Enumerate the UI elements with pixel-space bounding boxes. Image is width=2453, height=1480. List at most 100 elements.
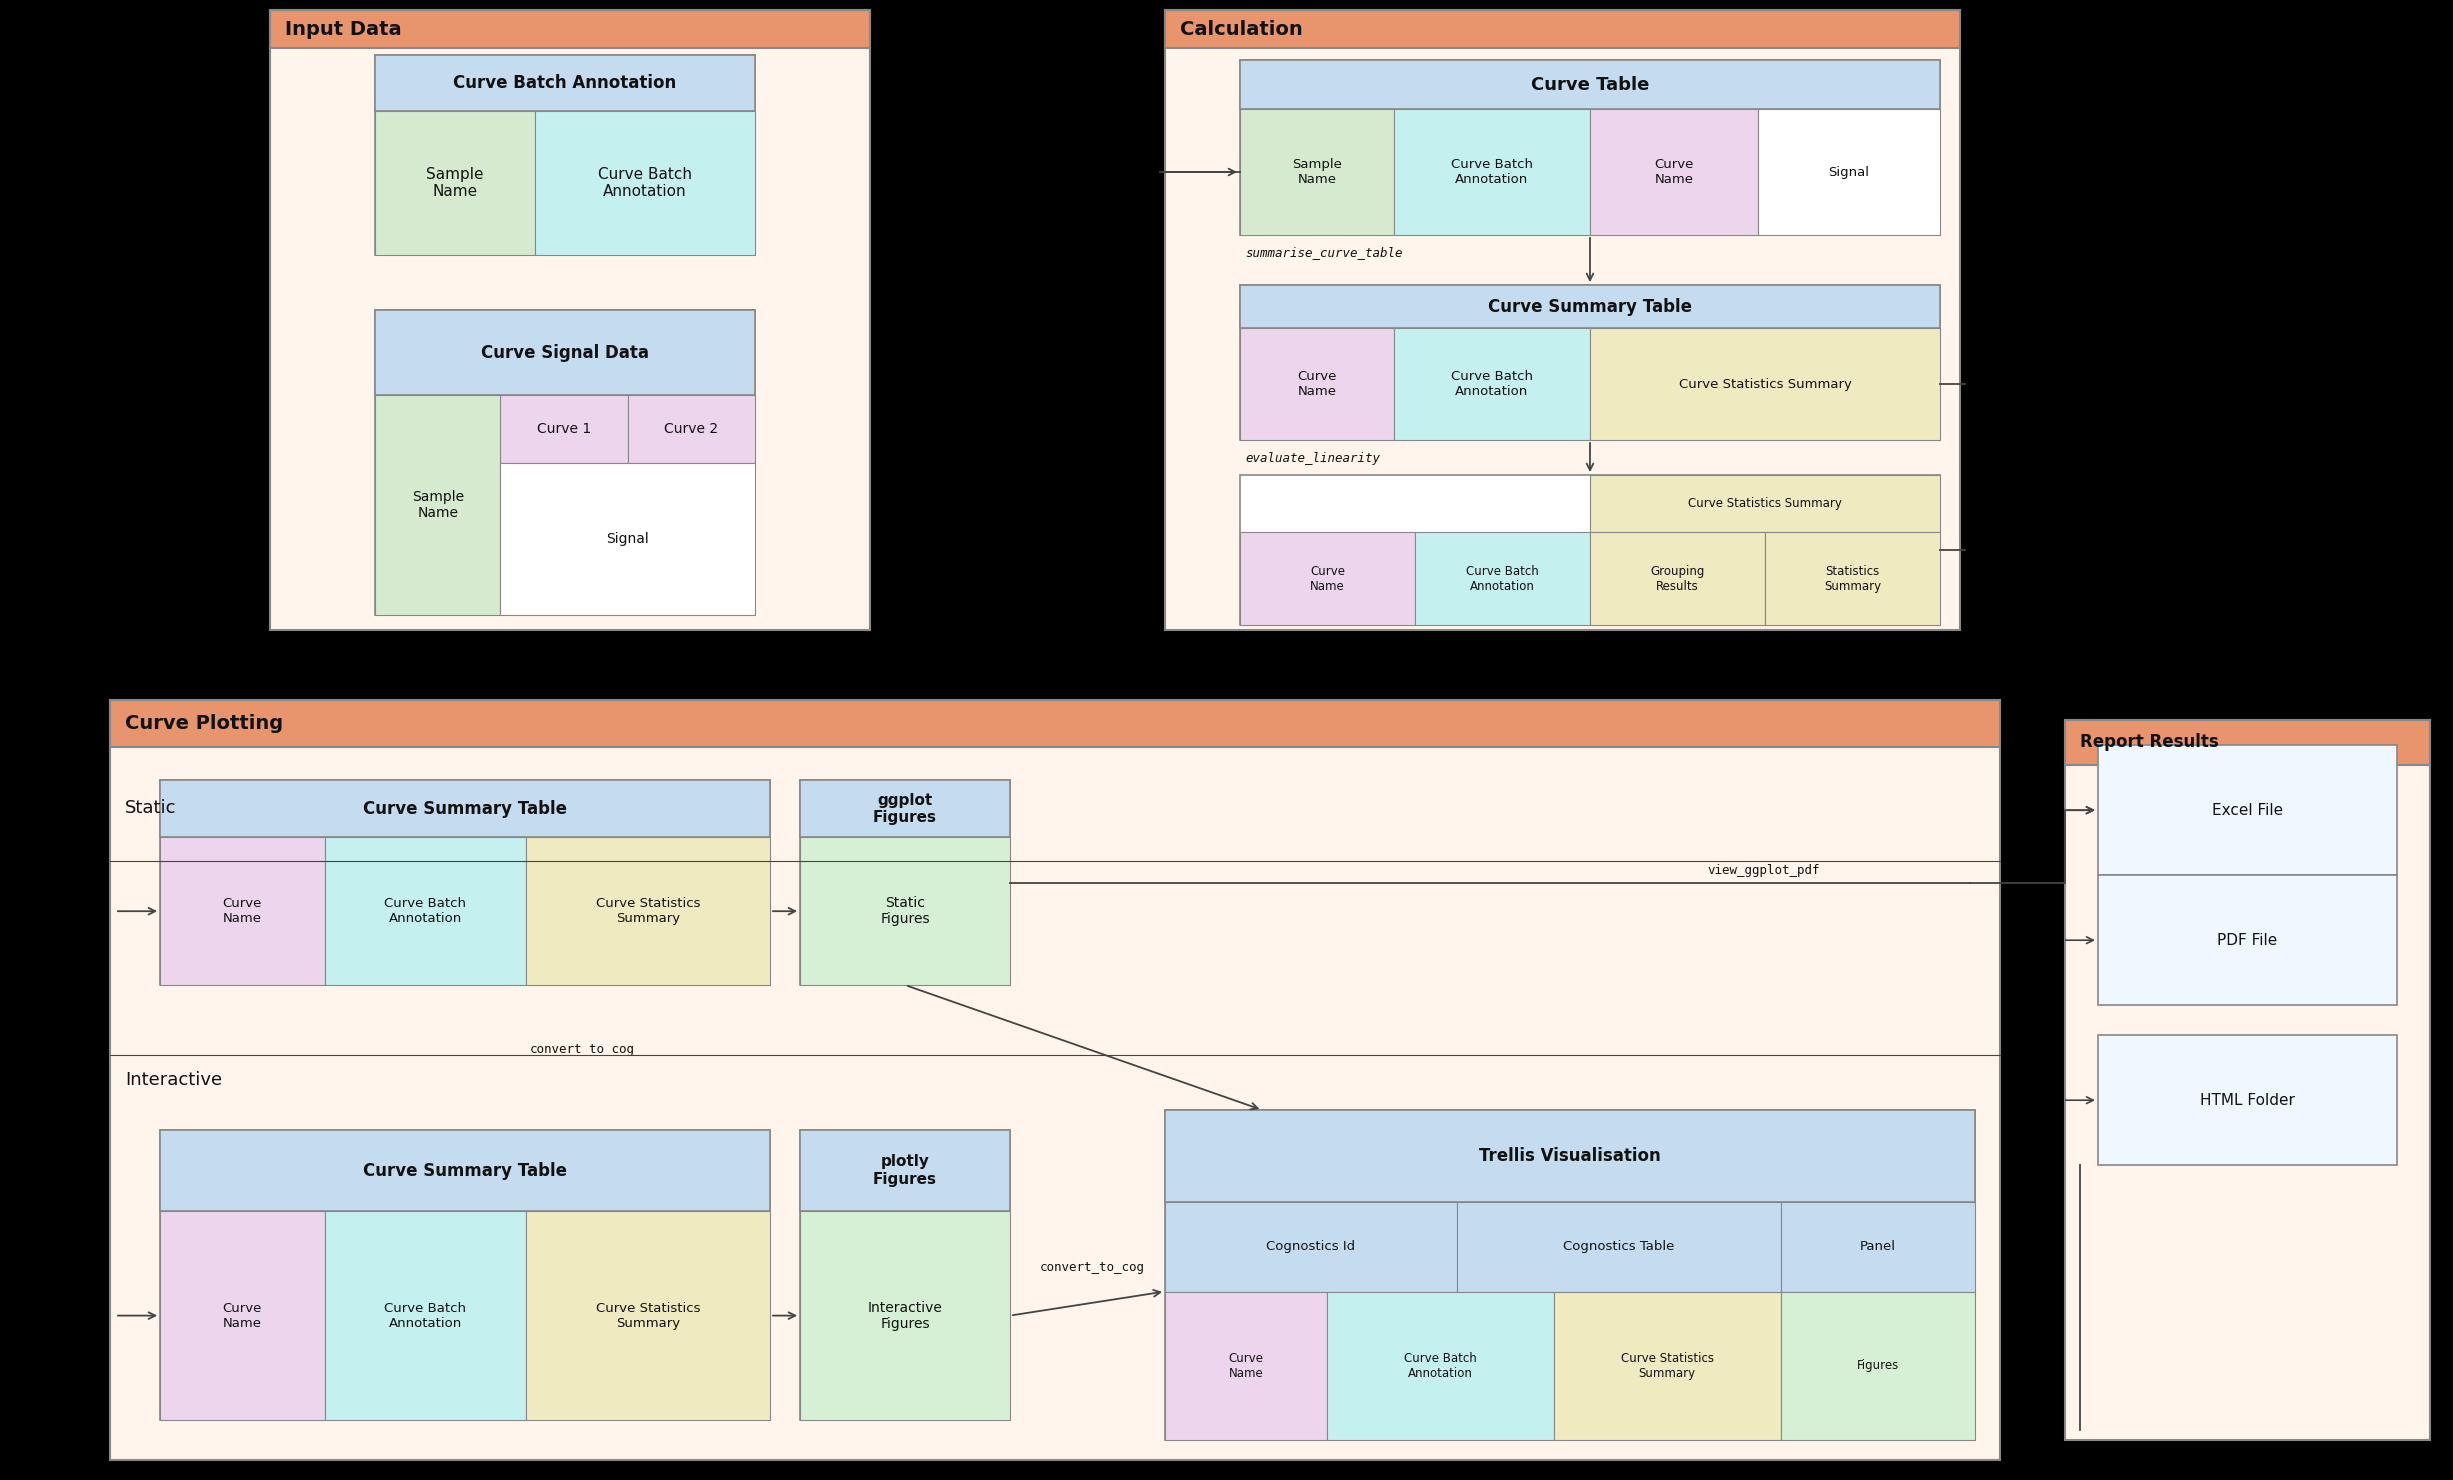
FancyBboxPatch shape xyxy=(1241,286,1940,440)
Text: Calculation: Calculation xyxy=(1180,19,1303,38)
FancyBboxPatch shape xyxy=(375,55,756,255)
Text: ggplot
Figures: ggplot Figures xyxy=(873,792,937,824)
Text: Curve
Name: Curve Name xyxy=(223,897,262,925)
Text: Curve Batch
Annotation: Curve Batch Annotation xyxy=(1403,1351,1477,1379)
Text: Curve Table: Curve Table xyxy=(1531,75,1648,93)
FancyBboxPatch shape xyxy=(1393,329,1590,440)
FancyBboxPatch shape xyxy=(2097,1036,2397,1165)
FancyBboxPatch shape xyxy=(1553,1292,1781,1440)
Text: Curve Statistics Summary: Curve Statistics Summary xyxy=(1688,497,1842,511)
FancyBboxPatch shape xyxy=(1165,1202,1457,1292)
FancyBboxPatch shape xyxy=(110,700,1999,747)
FancyBboxPatch shape xyxy=(1781,1202,1975,1292)
FancyBboxPatch shape xyxy=(375,55,756,111)
Text: Curve
Name: Curve Name xyxy=(1298,370,1337,398)
FancyBboxPatch shape xyxy=(1241,531,1415,625)
FancyBboxPatch shape xyxy=(2065,719,2431,1440)
Text: Curve Statistics
Summary: Curve Statistics Summary xyxy=(596,897,699,925)
FancyBboxPatch shape xyxy=(159,780,770,838)
Text: Trellis Visualisation: Trellis Visualisation xyxy=(1479,1147,1661,1165)
FancyBboxPatch shape xyxy=(500,463,756,616)
FancyBboxPatch shape xyxy=(1241,110,1393,235)
FancyBboxPatch shape xyxy=(1241,475,1940,625)
FancyBboxPatch shape xyxy=(159,1211,324,1419)
Text: Report Results: Report Results xyxy=(2080,733,2220,752)
FancyBboxPatch shape xyxy=(1457,1202,1781,1292)
Text: Cognostics Table: Cognostics Table xyxy=(1563,1240,1675,1254)
Text: Panel: Panel xyxy=(1859,1240,1896,1254)
Text: Curve
Name: Curve Name xyxy=(1229,1351,1263,1379)
Text: Curve Batch
Annotation: Curve Batch Annotation xyxy=(1452,370,1533,398)
FancyBboxPatch shape xyxy=(2097,746,2397,875)
Text: Curve Batch Annotation: Curve Batch Annotation xyxy=(454,74,677,92)
FancyBboxPatch shape xyxy=(1165,10,1960,49)
Text: Curve
Name: Curve Name xyxy=(1310,564,1344,592)
FancyBboxPatch shape xyxy=(800,780,1011,838)
Text: Curve Summary Table: Curve Summary Table xyxy=(363,799,567,818)
Text: Curve Statistics Summary: Curve Statistics Summary xyxy=(1678,377,1852,391)
FancyBboxPatch shape xyxy=(525,838,770,986)
Text: Static: Static xyxy=(125,799,177,817)
Text: Signal: Signal xyxy=(606,531,650,546)
Text: Curve Batch
Annotation: Curve Batch Annotation xyxy=(385,897,466,925)
FancyBboxPatch shape xyxy=(800,1131,1011,1419)
FancyBboxPatch shape xyxy=(159,1131,770,1211)
FancyBboxPatch shape xyxy=(375,309,756,616)
Text: Sample
Name: Sample Name xyxy=(412,490,464,521)
FancyBboxPatch shape xyxy=(800,1211,1011,1419)
FancyBboxPatch shape xyxy=(1165,10,1960,630)
Text: Cognostics Id: Cognostics Id xyxy=(1266,1240,1357,1254)
Text: Curve 1: Curve 1 xyxy=(537,422,591,437)
Text: convert_to_cog: convert_to_cog xyxy=(1040,1261,1146,1273)
FancyBboxPatch shape xyxy=(1781,1292,1975,1440)
FancyBboxPatch shape xyxy=(159,1131,770,1419)
Text: plotly
Figures: plotly Figures xyxy=(873,1154,937,1187)
Text: Curve Statistics
Summary: Curve Statistics Summary xyxy=(1621,1351,1715,1379)
Text: Sample
Name: Sample Name xyxy=(427,167,483,200)
FancyBboxPatch shape xyxy=(800,838,1011,986)
Text: Curve Signal Data: Curve Signal Data xyxy=(481,343,650,361)
Text: Curve Batch
Annotation: Curve Batch Annotation xyxy=(385,1301,466,1329)
FancyBboxPatch shape xyxy=(1415,531,1590,625)
Text: evaluate_linearity: evaluate_linearity xyxy=(1246,451,1381,465)
FancyBboxPatch shape xyxy=(1590,110,1759,235)
FancyBboxPatch shape xyxy=(375,309,756,395)
Text: Interactive
Figures: Interactive Figures xyxy=(868,1301,942,1331)
Text: Input Data: Input Data xyxy=(285,19,402,38)
FancyBboxPatch shape xyxy=(1165,1292,1327,1440)
Text: HTML Folder: HTML Folder xyxy=(2200,1092,2296,1107)
Text: Curve 2: Curve 2 xyxy=(665,422,719,437)
FancyBboxPatch shape xyxy=(1241,61,1940,110)
FancyBboxPatch shape xyxy=(1241,286,1940,329)
Text: Curve Summary Table: Curve Summary Table xyxy=(363,1162,567,1180)
FancyBboxPatch shape xyxy=(159,780,770,986)
FancyBboxPatch shape xyxy=(1241,329,1393,440)
Text: Sample
Name: Sample Name xyxy=(1293,158,1342,186)
Text: PDF File: PDF File xyxy=(2218,932,2279,947)
Text: Grouping
Results: Grouping Results xyxy=(1651,564,1705,592)
FancyBboxPatch shape xyxy=(110,700,1999,1459)
FancyBboxPatch shape xyxy=(2097,875,2397,1005)
Text: Figures: Figures xyxy=(1857,1359,1899,1372)
FancyBboxPatch shape xyxy=(1241,61,1940,235)
Text: view_ggplot_pdf: view_ggplot_pdf xyxy=(1707,864,1820,878)
FancyBboxPatch shape xyxy=(1590,531,1766,625)
FancyBboxPatch shape xyxy=(2065,719,2431,765)
Text: Curve Summary Table: Curve Summary Table xyxy=(1489,297,1693,315)
FancyBboxPatch shape xyxy=(800,1131,1011,1211)
Text: Curve
Name: Curve Name xyxy=(1653,158,1693,186)
Text: Interactive: Interactive xyxy=(125,1072,223,1089)
FancyBboxPatch shape xyxy=(375,111,535,255)
Text: Curve Statistics
Summary: Curve Statistics Summary xyxy=(596,1301,699,1329)
Text: Excel File: Excel File xyxy=(2213,802,2284,818)
FancyBboxPatch shape xyxy=(375,395,500,616)
FancyBboxPatch shape xyxy=(1766,531,1940,625)
FancyBboxPatch shape xyxy=(270,10,871,49)
Text: Curve Batch
Annotation: Curve Batch Annotation xyxy=(599,167,692,200)
FancyBboxPatch shape xyxy=(628,395,756,463)
FancyBboxPatch shape xyxy=(535,111,756,255)
Text: Curve
Name: Curve Name xyxy=(223,1301,262,1329)
Text: Static
Figures: Static Figures xyxy=(881,895,930,926)
Text: Curve Batch
Annotation: Curve Batch Annotation xyxy=(1467,564,1538,592)
Text: convert_to_cog: convert_to_cog xyxy=(530,1043,635,1057)
